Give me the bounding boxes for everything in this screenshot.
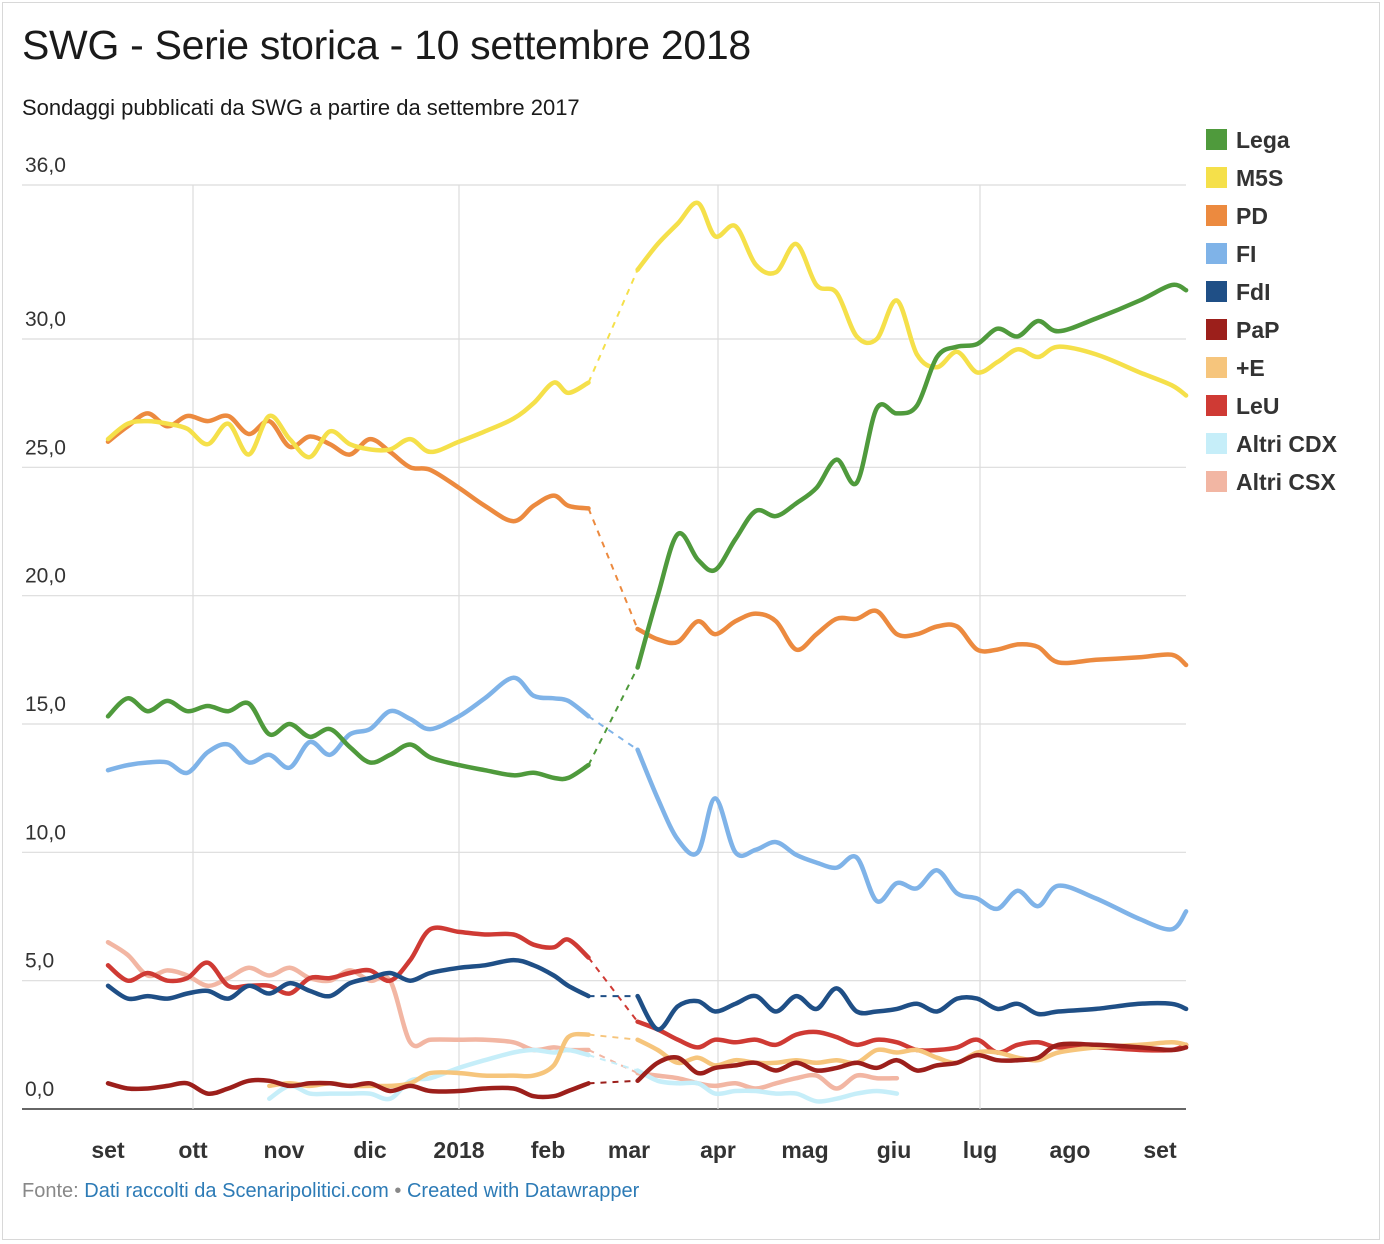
chart-subtitle: Sondaggi pubblicati da SWG a partire da … xyxy=(22,95,580,120)
y-tick-label: 10,0 xyxy=(25,821,66,844)
line-e-gap xyxy=(588,1033,638,1041)
legend-item-pd: PD xyxy=(1206,203,1268,229)
footer-separator: • xyxy=(394,1180,402,1202)
y-tick-label: 15,0 xyxy=(25,693,66,716)
line-fdi-after-elections xyxy=(635,986,1189,1032)
legend-swatch xyxy=(1206,395,1227,416)
legend-label: Altri CSX xyxy=(1236,469,1336,495)
gridlines xyxy=(22,184,1186,1110)
y-tick-label: 5,0 xyxy=(25,950,54,973)
legend-label: LeU xyxy=(1236,393,1279,419)
line-pap-gap xyxy=(588,1079,638,1085)
legend-swatch xyxy=(1206,281,1227,302)
legend-swatch xyxy=(1206,205,1227,226)
legend-item-e: +E xyxy=(1206,355,1265,381)
series-lega xyxy=(105,282,1189,782)
legend-swatch xyxy=(1206,433,1227,454)
line-pap-before-elections xyxy=(105,1077,591,1100)
y-tick-label: 0,0 xyxy=(25,1078,54,1101)
line-fi-before-elections xyxy=(105,675,591,776)
series-lines xyxy=(105,200,1189,1104)
legend: Lega M5S PD FI FdI PaP +E LeU Altri CDX Altri CSX xyxy=(1206,127,1338,495)
legend-item-fi: FI xyxy=(1206,241,1256,267)
line-altri-csx-gap xyxy=(588,1049,639,1074)
y-tick-label: 20,0 xyxy=(25,565,66,588)
legend-label: M5S xyxy=(1236,165,1283,191)
x-tick-label: 2018 xyxy=(433,1137,484,1163)
legend-label: FdI xyxy=(1236,279,1271,305)
source-prefix: Fonte: xyxy=(22,1180,79,1202)
line-m5s-after-elections xyxy=(635,200,1189,398)
x-tick-label: giu xyxy=(877,1137,912,1163)
line-leu-before-elections xyxy=(105,925,591,996)
legend-item-leu: LeU xyxy=(1206,393,1279,419)
line-lega-gap xyxy=(587,667,639,766)
y-axis-ticks: 0,0 5,0 10,0 15,0 20,0 25,0 30,0 36,0 xyxy=(25,154,66,1101)
legend-item-altri-cdx: Altri CDX xyxy=(1206,431,1338,457)
source-link[interactable]: Dati raccolti da Scenaripolitici.com xyxy=(84,1180,389,1202)
line-altri-csx-after-elections xyxy=(635,1070,900,1091)
line-pd-gap xyxy=(587,508,639,630)
legend-label: PaP xyxy=(1236,317,1279,343)
x-axis-ticks: set ott nov dic 2018 feb mar apr mag giu lug ago set xyxy=(91,1137,1177,1163)
x-tick-label: set xyxy=(1143,1137,1177,1163)
line-altri-cdx-gap xyxy=(588,1054,638,1072)
line-fdi-before-elections xyxy=(105,957,591,1002)
y-tick-label: 36,0 xyxy=(25,154,66,177)
line-fi-after-elections xyxy=(635,747,1189,932)
x-tick-label: mag xyxy=(781,1137,828,1163)
x-tick-label: ago xyxy=(1050,1137,1091,1163)
x-tick-label: mar xyxy=(608,1137,650,1163)
chart-title: SWG - Serie storica - 10 settembre 2018 xyxy=(22,22,751,68)
x-tick-label: ott xyxy=(178,1137,208,1163)
series-pd xyxy=(105,411,1189,668)
legend-swatch xyxy=(1206,167,1227,188)
series-leu xyxy=(105,925,1189,1055)
legend-swatch xyxy=(1206,319,1227,340)
legend-item-pap: PaP xyxy=(1206,317,1279,343)
legend-label: +E xyxy=(1236,355,1265,381)
datawrapper-credit-link[interactable]: Created with Datawrapper xyxy=(406,1180,640,1202)
x-tick-label: set xyxy=(91,1137,125,1163)
line-m5s-before-elections xyxy=(105,380,591,460)
x-tick-label: lug xyxy=(963,1137,998,1163)
legend-label: Lega xyxy=(1236,127,1290,153)
footer: Fonte: Dati raccolti da Scenaripolitici.… xyxy=(22,1180,639,1203)
x-tick-label: nov xyxy=(264,1137,305,1163)
series-m5s xyxy=(105,200,1189,460)
series-pap xyxy=(105,1041,1189,1100)
y-tick-label: 30,0 xyxy=(25,308,66,331)
line-pd-before-elections xyxy=(105,411,591,524)
legend-swatch xyxy=(1206,129,1227,150)
legend-label: Altri CDX xyxy=(1236,431,1338,457)
line-pap-after-elections xyxy=(635,1041,1189,1084)
line-lega-before-elections xyxy=(105,696,591,782)
line-altri-cdx-after-elections xyxy=(635,1068,900,1104)
legend-item-altri-csx: Altri CSX xyxy=(1206,469,1336,495)
legend-item-m5s: M5S xyxy=(1206,165,1283,191)
series-fdi xyxy=(105,957,1189,1032)
legend-swatch xyxy=(1206,243,1227,264)
line-pd-after-elections xyxy=(635,608,1189,668)
x-tick-label: dic xyxy=(353,1137,386,1163)
legend-swatch xyxy=(1206,357,1227,378)
series-altri-csx xyxy=(105,939,900,1091)
x-tick-label: apr xyxy=(700,1137,736,1163)
legend-swatch xyxy=(1206,471,1227,492)
line-fi-gap xyxy=(587,715,639,751)
line-m5s-gap xyxy=(587,269,639,384)
line-lega-after-elections xyxy=(635,282,1189,670)
x-tick-label: feb xyxy=(531,1137,566,1163)
y-tick-label: 25,0 xyxy=(25,436,66,459)
legend-item-lega: Lega xyxy=(1206,127,1290,153)
legend-item-fdi: FdI xyxy=(1206,279,1271,305)
legend-label: FI xyxy=(1236,241,1256,267)
series-fi xyxy=(105,675,1189,932)
line-leu-gap xyxy=(587,956,639,1023)
legend-label: PD xyxy=(1236,203,1268,229)
